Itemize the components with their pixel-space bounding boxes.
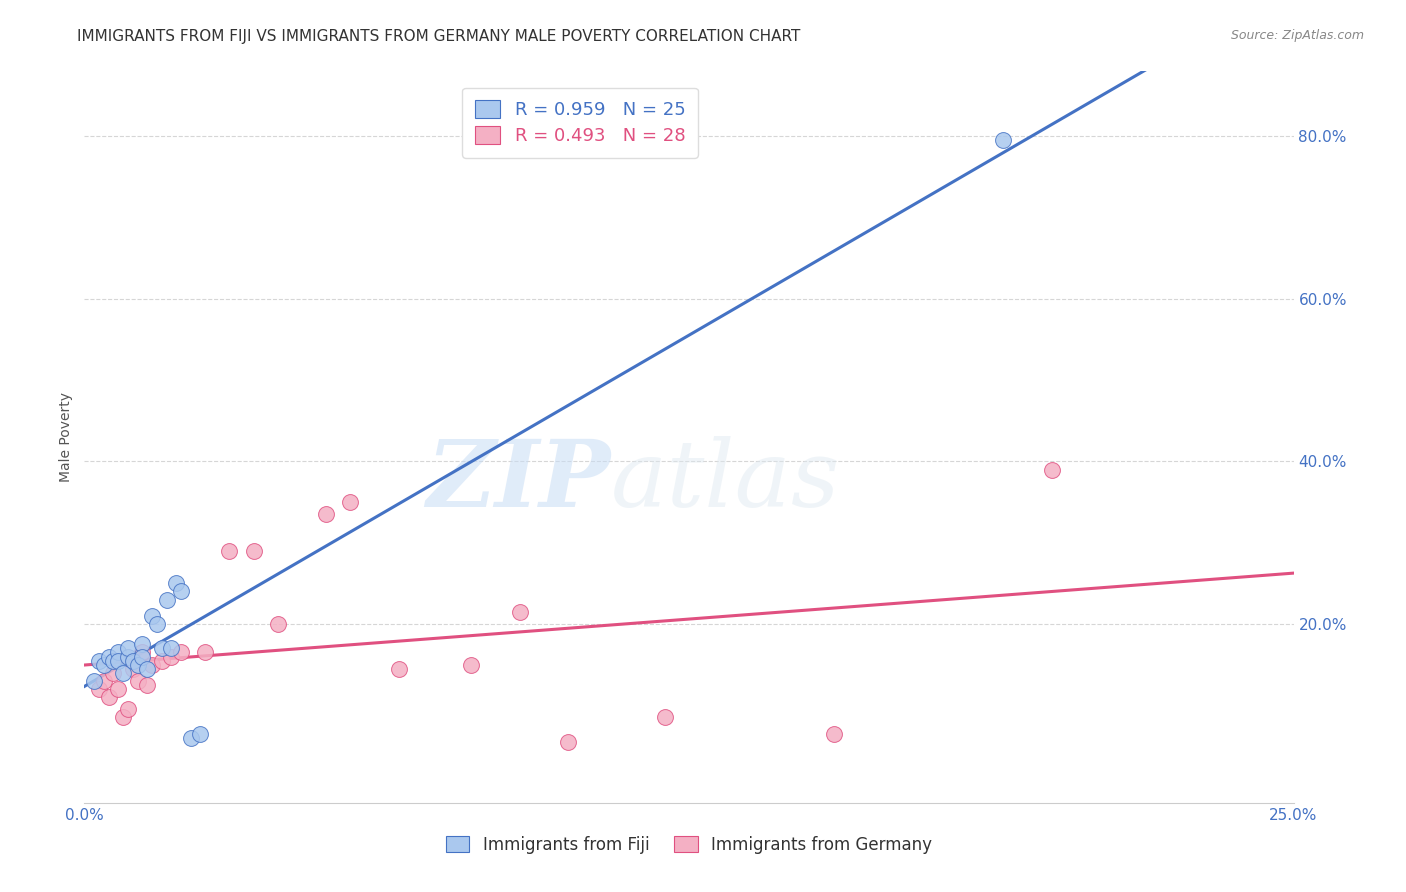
Point <box>121 662 143 676</box>
Point <box>993 133 1015 147</box>
Point <box>315 508 337 522</box>
Point <box>127 673 149 688</box>
Point <box>112 665 135 680</box>
Point <box>127 657 149 672</box>
Point <box>117 641 139 656</box>
Point <box>131 649 153 664</box>
Point <box>388 662 411 676</box>
Point <box>218 544 240 558</box>
Legend: Immigrants from Fiji, Immigrants from Germany: Immigrants from Fiji, Immigrants from Ge… <box>439 829 939 860</box>
Point <box>339 495 361 509</box>
Point <box>83 673 105 688</box>
Point <box>87 654 110 668</box>
Point <box>141 657 163 672</box>
Point <box>141 608 163 623</box>
Point <box>107 681 129 696</box>
Point <box>654 710 676 724</box>
Point <box>117 649 139 664</box>
Point <box>103 665 125 680</box>
Point <box>160 641 183 656</box>
Point <box>160 649 183 664</box>
Point <box>146 617 169 632</box>
Y-axis label: Male Poverty: Male Poverty <box>59 392 73 482</box>
Point <box>165 576 187 591</box>
Point <box>150 641 173 656</box>
Point <box>107 654 129 668</box>
Point <box>509 605 531 619</box>
Point <box>97 649 120 664</box>
Point <box>136 678 159 692</box>
Point <box>117 702 139 716</box>
Point <box>136 662 159 676</box>
Point <box>131 637 153 651</box>
Text: IMMIGRANTS FROM FIJI VS IMMIGRANTS FROM GERMANY MALE POVERTY CORRELATION CHART: IMMIGRANTS FROM FIJI VS IMMIGRANTS FROM … <box>77 29 800 44</box>
Point <box>121 654 143 668</box>
Point <box>131 645 153 659</box>
Point <box>823 727 845 741</box>
Point <box>93 673 115 688</box>
Point <box>155 592 177 607</box>
Text: Source: ZipAtlas.com: Source: ZipAtlas.com <box>1230 29 1364 42</box>
Point <box>103 654 125 668</box>
Point <box>170 645 193 659</box>
Point <box>180 731 202 745</box>
Point <box>170 584 193 599</box>
Point <box>107 645 129 659</box>
Point <box>460 657 482 672</box>
Text: atlas: atlas <box>610 436 839 526</box>
Point <box>242 544 264 558</box>
Point <box>93 657 115 672</box>
Point <box>150 654 173 668</box>
Point <box>1040 462 1063 476</box>
Point <box>267 617 290 632</box>
Point <box>190 727 212 741</box>
Point <box>87 681 110 696</box>
Point <box>557 735 579 749</box>
Point <box>194 645 217 659</box>
Text: ZIP: ZIP <box>426 436 610 526</box>
Point <box>112 710 135 724</box>
Point <box>97 690 120 705</box>
